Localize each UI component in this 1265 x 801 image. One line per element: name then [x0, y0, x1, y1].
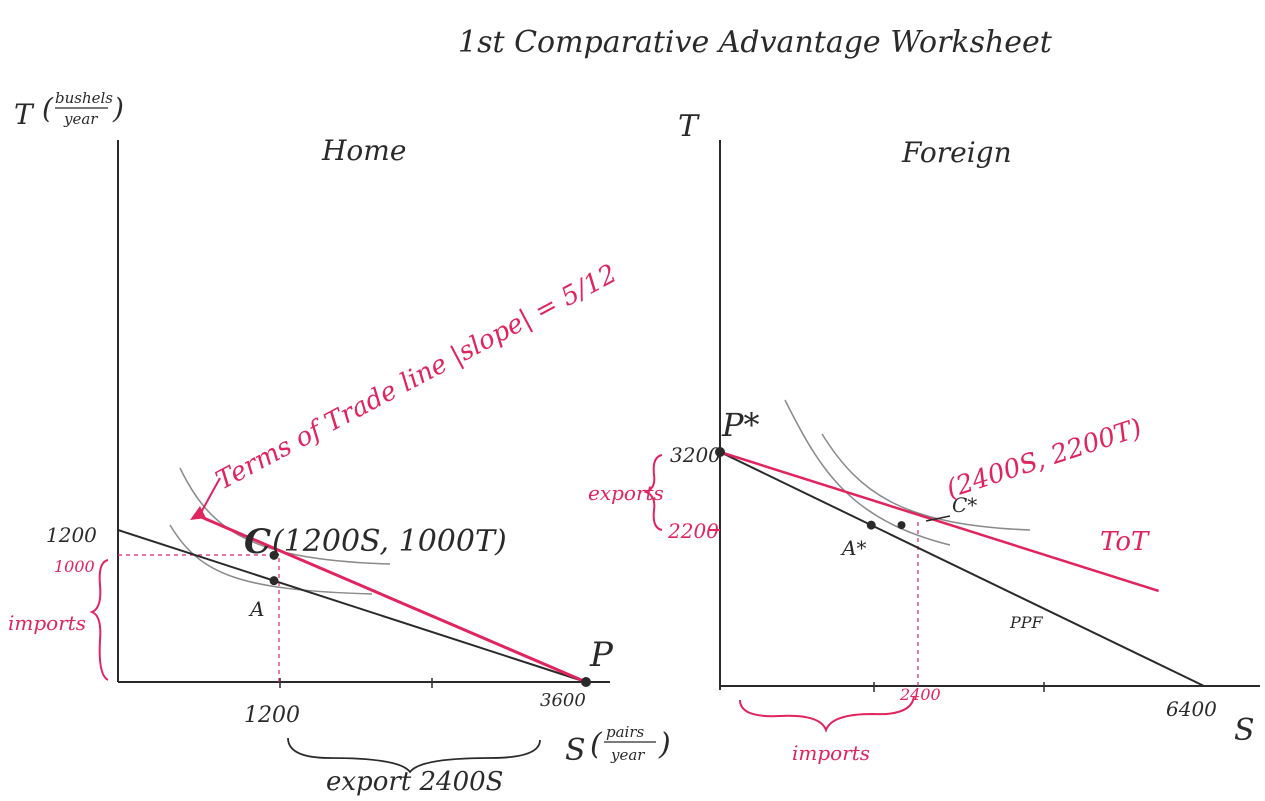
home-label-p: P [589, 635, 614, 675]
home-y-tick-1200: 1200 [46, 523, 97, 547]
home-y-tick-1000: 1000 [54, 557, 95, 576]
home-y-axis-unit-top: bushels [55, 89, 113, 107]
foreign-y-tick-3200: 3200 [670, 443, 721, 467]
home-terms-of-trade-line [195, 513, 587, 684]
foreign-chart: T S Foreign P* A* C* (2400S, 2200T) 3200… [588, 109, 1260, 765]
home-imports-brace [89, 559, 109, 681]
foreign-label-c-coords: (2400S, 2200T) [943, 413, 1146, 504]
home-x-axis-paren-open: ( [590, 727, 603, 762]
home-x-axis-unit-bottom: year [610, 746, 645, 764]
home-x-tick-3600: 3600 [540, 690, 586, 711]
home-indifference-curve-high [179, 467, 391, 565]
foreign-x-tick-6400: 6400 [1166, 697, 1217, 721]
home-label-c: C [244, 522, 271, 562]
home-label-a: A [248, 597, 264, 621]
foreign-c-star-arrow [925, 515, 951, 522]
foreign-y-axis-title: T [678, 109, 700, 144]
foreign-exports-label: exports [588, 481, 664, 505]
home-point-c [269, 550, 279, 560]
home-y-axis-paren-open: ( [42, 92, 54, 125]
foreign-point-p-star [715, 447, 725, 457]
foreign-point-c-star [897, 521, 906, 530]
home-tot-annotation: Terms of Trade line |slope| = 5/12 [211, 259, 622, 496]
foreign-indifference-curve-low [784, 399, 951, 546]
home-y-axis-unit-bottom: year [63, 110, 98, 128]
home-x-tick-1200: 1200 [244, 703, 300, 728]
home-point-a [269, 576, 279, 586]
home-indifference-curve-low [169, 524, 373, 595]
home-export-label: export 2400S [326, 767, 503, 797]
foreign-ppf-line [719, 451, 1205, 687]
foreign-imports-brace [739, 695, 915, 733]
foreign-terms-of-trade-line [719, 450, 1160, 593]
foreign-point-a-star [866, 520, 876, 530]
foreign-label-c-star: C* [952, 493, 977, 517]
home-tot-arrowhead [190, 506, 206, 520]
home-chart-title: Home [321, 134, 406, 167]
foreign-label-a-star: A* [840, 536, 866, 560]
home-label-c-coords: (1200S, 1000T) [272, 524, 507, 559]
home-x-axis-title: S [565, 733, 586, 768]
home-x-axis-unit-top: pairs [606, 723, 645, 741]
foreign-ppf-label: PPF [1009, 613, 1044, 632]
home-y-axis-title: T [14, 98, 35, 131]
home-point-p [581, 677, 591, 687]
foreign-indifference-curve-high [821, 433, 1031, 531]
foreign-chart-title: Foreign [901, 136, 1012, 169]
home-export-brace [287, 737, 541, 774]
foreign-label-p-star: P* [721, 406, 760, 444]
foreign-exports-brace [643, 454, 663, 531]
home-chart: T ( bushels year ) S ( pairs year ) Home… [8, 89, 671, 797]
home-ppf-line [117, 529, 587, 683]
home-imports-label: imports [8, 611, 86, 635]
foreign-x-axis-title: S [1234, 713, 1255, 748]
foreign-imports-label: imports [792, 741, 870, 765]
foreign-tot-label: ToT [1100, 527, 1150, 557]
page-title: 1st Comparative Advantage Worksheet [458, 25, 1053, 60]
home-y-axis-paren-close: ) [112, 92, 124, 125]
home-x-axis-paren-close: ) [658, 727, 671, 762]
foreign-x-tick-2400: 2400 [899, 685, 941, 704]
